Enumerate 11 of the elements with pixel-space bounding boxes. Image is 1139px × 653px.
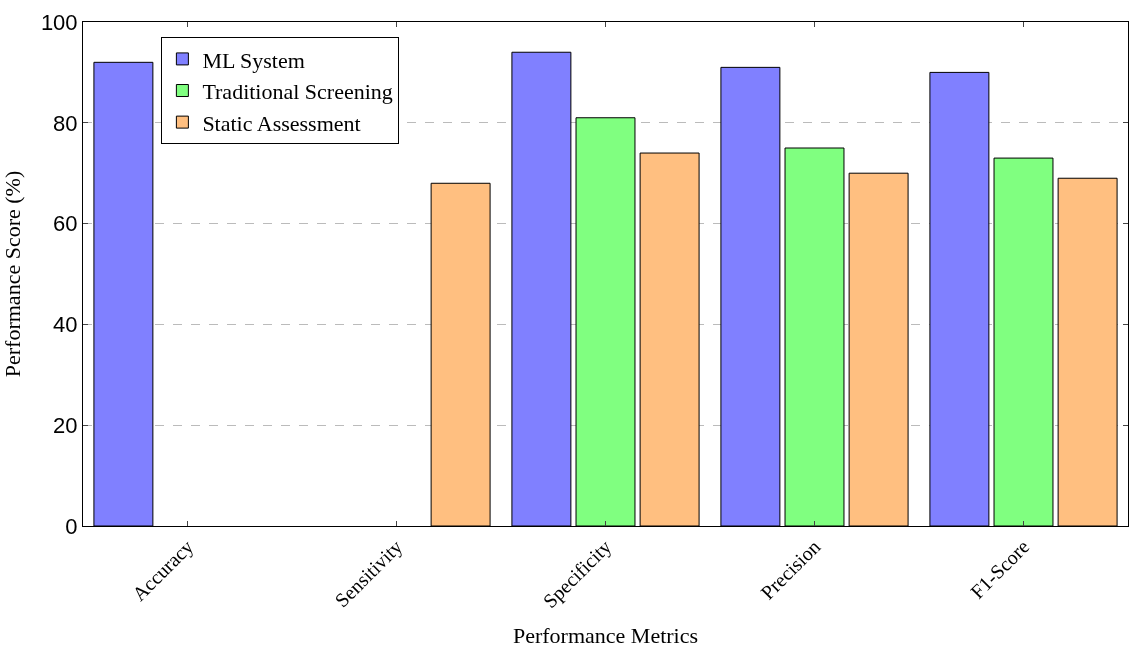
legend-label: Static Assessment: [202, 110, 361, 136]
x-axis-title: Performance Metrics: [512, 622, 699, 648]
legend-label: ML System: [202, 47, 305, 73]
y-tick-label: 80: [53, 110, 78, 136]
y-tick-label: 0: [65, 513, 78, 539]
y-axis-title: Performance Score (%): [0, 170, 25, 378]
y-tick-label: 60: [53, 211, 78, 237]
y-tick-label: 40: [53, 312, 78, 338]
y-tick-label: 100: [40, 9, 78, 35]
y-tick-label: 20: [53, 412, 78, 438]
legend-label: Traditional Screening: [202, 79, 393, 105]
